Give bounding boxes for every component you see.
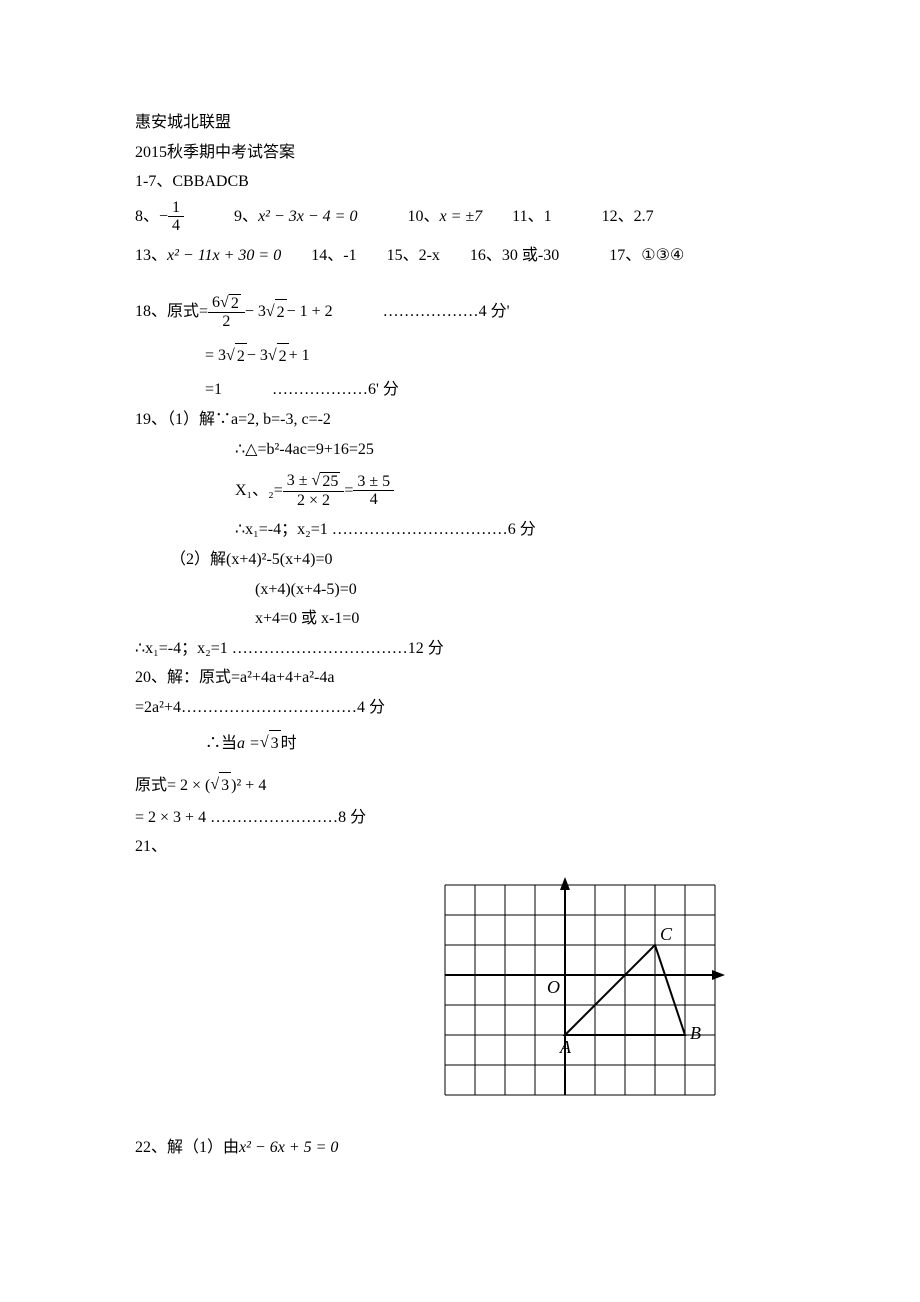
q19-ans2: ∴x₁=-4；x₂=1 ……………………………12 分 [135, 636, 785, 662]
q18-line2: = 3√2 − 3√2 + 1 [135, 343, 785, 370]
q19-x12: X₁、₂= 3 ± √25 2 × 2 = 3 ± 54 [135, 472, 785, 509]
q21-label: 21、 [135, 834, 785, 860]
q19-delta: ∴△=b²-4ac=9+16=25 [135, 437, 785, 463]
q20-cond: ∴当a = √3 时 [135, 730, 785, 757]
svg-text:A: A [559, 1037, 572, 1057]
q20-sub: 原式= 2 × (√3)² + 4 [135, 772, 785, 799]
fill-row-1: 8、 − 14 9、x² − 3x − 4 = 0 10、x = ±7 11、1… [135, 199, 785, 235]
header-title: 惠安城北联盟 [135, 110, 785, 136]
q18-line1: 18、原式= 6√2 2 − 3√2 − 1 + 2 ………………4 分' [135, 294, 785, 331]
q20-line1: 20、解：原式=a²+4a+4+a²-4a [135, 665, 785, 691]
q19-step2b: x+4=0 或 x-1=0 [135, 606, 785, 632]
q20-res: = 2 × 3 + 4 ……………………8 分 [135, 805, 785, 831]
q22-line: 22、解（1）由x² − 6x + 5 = 0 [135, 1135, 785, 1161]
svg-text:O: O [547, 977, 560, 997]
q19-step2a: (x+4)(x+4-5)=0 [135, 577, 785, 603]
q19-ans1: ∴x₁=-4；x₂=1 ……………………………6 分 [135, 517, 785, 543]
svg-text:B: B [690, 1023, 701, 1043]
q20-line2: =2a²+4……………………………4 分 [135, 695, 785, 721]
fill-row-2: 13、x² − 11x + 30 = 0 14、-1 15、2-x 16、30 … [135, 243, 785, 269]
mc-answers: 1-7、CBBADCB [135, 169, 785, 195]
q19-part2: （2）解(x+4)²-5(x+4)=0 [135, 547, 785, 573]
header-subtitle: 2015秋季期中考试答案 [135, 140, 785, 166]
q19-line1: 19、（1）解∵a=2, b=-3, c=-2 [135, 407, 785, 433]
q18-line3: =1………………6' 分 [135, 377, 785, 403]
coordinate-grid: O A B C [435, 875, 745, 1105]
svg-text:C: C [660, 924, 673, 944]
